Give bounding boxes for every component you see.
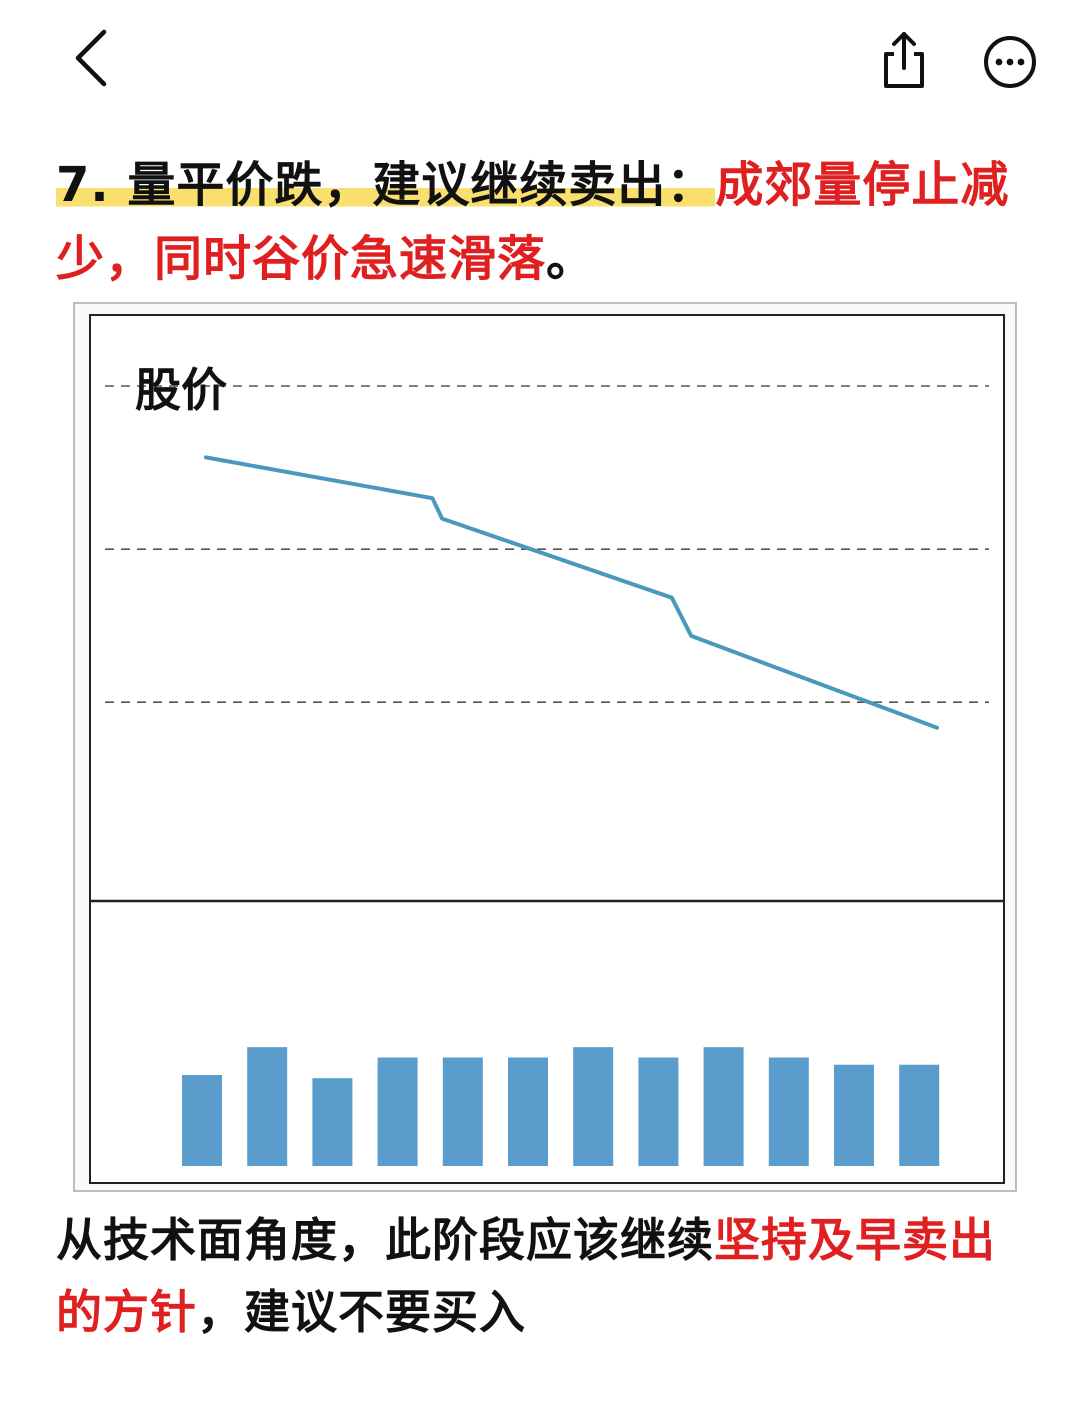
footer-red-text: 坚持及早卖出的方针 [56, 1213, 996, 1339]
top-nav-bar [0, 0, 1080, 120]
chart-frame: 股价 [73, 302, 1017, 1192]
heading-highlighted-text: 7. 量平价跌，建议继续卖出： [56, 157, 716, 213]
chart-title: 股价 [135, 363, 227, 417]
volume-bar-10 [768, 1057, 809, 1166]
volume-bar-9 [703, 1047, 744, 1166]
volume-bar-8 [638, 1057, 679, 1166]
price-volume-chart [91, 385, 1003, 1166]
volume-bar-6 [508, 1057, 548, 1166]
back-button[interactable] [62, 26, 126, 90]
footer-black-text-1: 从技术面角度，此阶段应该继续 [56, 1213, 714, 1267]
share-button[interactable] [872, 28, 936, 92]
chart-panel: 股价 [89, 314, 1005, 1184]
footer-text: 从技术面角度，此阶段应该继续坚持及早卖出的方针，建议不要买入 [56, 1204, 1036, 1348]
volume-bar-5 [442, 1057, 483, 1166]
heading-red-text: 成郊量停止减少，同时谷价急速滑落 [56, 157, 1010, 287]
volume-bar-11 [834, 1064, 874, 1166]
chevron-left-icon [75, 29, 107, 87]
price-line [204, 455, 939, 730]
volume-bar-4 [377, 1057, 418, 1166]
volume-bar-3 [312, 1078, 353, 1166]
share-icon [884, 32, 924, 88]
section-heading: 7. 量平价跌，建议继续卖出：成郊量停止减少，同时谷价急速滑落。 [56, 148, 1036, 296]
footer-black-text-2: ，建议不要买入 [197, 1285, 526, 1339]
volume-bar-12 [899, 1064, 940, 1166]
volume-bar-2 [247, 1047, 288, 1166]
more-horizontal-icon [984, 36, 1036, 88]
more-options-button[interactable] [978, 30, 1042, 94]
volume-bar-1 [182, 1075, 222, 1166]
heading-end-text: 。 [546, 231, 596, 287]
volume-bar-7 [573, 1047, 614, 1166]
